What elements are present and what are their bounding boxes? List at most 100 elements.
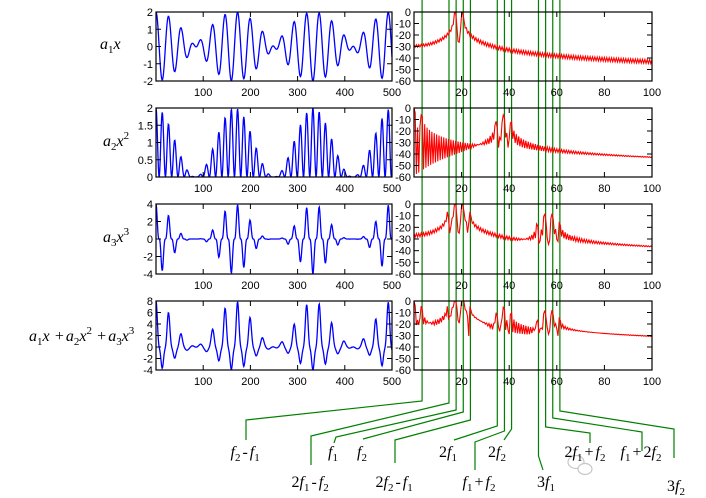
- x-tick-label: 20: [455, 376, 467, 388]
- math-subscript: 2: [387, 482, 394, 494]
- math-variable: x: [42, 328, 50, 345]
- y-tick-label: -30: [395, 42, 411, 54]
- math-variable: f: [447, 444, 452, 461]
- y-tick-label: -60: [395, 269, 411, 281]
- math-subscript: 2: [234, 452, 241, 464]
- x-tick-label: 20: [455, 87, 467, 99]
- math-subscript: 2: [361, 452, 367, 464]
- spectrum-series-line: [414, 204, 652, 248]
- y-tick-label: -60: [395, 76, 411, 88]
- math-subscript: 1: [466, 482, 473, 494]
- y-tick-label: 1: [147, 138, 153, 150]
- math-variable: a: [65, 328, 74, 345]
- math-superscript: 3: [128, 325, 135, 337]
- y-tick-label: -10: [395, 115, 411, 127]
- x-tick-label: 80: [598, 280, 610, 292]
- x-tick-label: 300: [288, 376, 306, 388]
- math-superscript: 3: [123, 226, 130, 238]
- math-variable: x: [79, 328, 87, 345]
- math-subscript: 1: [624, 452, 631, 464]
- math-variable: f: [383, 474, 388, 491]
- y-tick-label: -10: [395, 19, 411, 31]
- x-tick-label: 200: [241, 87, 259, 99]
- math-variable: f: [675, 478, 680, 495]
- time-series-line: [156, 12, 392, 81]
- x-tick-label: 60: [551, 376, 563, 388]
- y-tick-label: -1: [143, 59, 153, 71]
- frequency-marker-line: [474, 0, 506, 470]
- y-tick-label: 0: [147, 172, 153, 184]
- x-tick-label: 60: [551, 280, 563, 292]
- x-tick-label: 500: [383, 376, 401, 388]
- frequency-label: 2f1- f2: [291, 474, 329, 494]
- y-tick-label: 4: [147, 319, 153, 331]
- math-subscript: 1: [254, 452, 260, 464]
- row-label-2: a2x2: [103, 131, 132, 153]
- math-operator: +: [584, 444, 594, 461]
- time-panel-1: 2 1 0 -1 -2 100 200 300 400 500: [143, 7, 401, 99]
- x-tick-label: 100: [194, 183, 212, 195]
- math-coefficient: 2: [439, 444, 447, 461]
- row-label-1: a1x: [100, 37, 124, 56]
- plot-frame: [413, 11, 653, 82]
- math-subscript: 2: [500, 452, 506, 464]
- math-variable: a: [103, 229, 111, 246]
- frequency-label: f2- f1: [231, 444, 260, 464]
- y-tick-label: -10: [395, 308, 411, 320]
- math-variable: f: [620, 444, 625, 461]
- frequency-label: f1: [328, 445, 338, 464]
- frequency-marker-line: [552, 0, 643, 451]
- plot-frame: [155, 107, 393, 178]
- frequency-marker-lines: [245, 0, 675, 471]
- frequency-label: f2: [357, 445, 367, 464]
- y-tick-label: -20: [395, 30, 411, 42]
- y-tick-label: -50: [395, 257, 411, 269]
- math-subscript: 2: [323, 482, 329, 494]
- frequency-label: 2f2- f1: [376, 474, 413, 494]
- math-subscript: 1: [37, 336, 43, 348]
- math-coefficient: 2: [291, 474, 300, 491]
- y-tick-label: -50: [395, 354, 411, 366]
- frequency-marker-line: [545, 0, 591, 443]
- x-tick-label: 20: [455, 183, 467, 195]
- x-tick-label: 80: [598, 87, 610, 99]
- math-subscript: 1: [303, 482, 310, 494]
- math-subscript: 1: [451, 452, 457, 464]
- row-label-3: a3x3: [103, 227, 132, 249]
- x-tick-label: 300: [288, 183, 306, 195]
- x-tick-label: 80: [598, 183, 610, 195]
- math-variable: a: [108, 328, 117, 345]
- frequency-label: f1 + f2: [463, 475, 496, 494]
- watermark: [567, 454, 593, 476]
- frequency-marker-line: [453, 0, 498, 441]
- math-variable: a: [29, 328, 37, 345]
- y-tick-label: 0.5: [138, 155, 153, 167]
- math-variable: x: [116, 133, 124, 150]
- math-variable: f: [545, 474, 550, 491]
- math-variable: f: [299, 474, 304, 491]
- y-tick-label: -60: [395, 172, 411, 184]
- y-tick-label: -50: [395, 161, 411, 173]
- y-tick-label: 2: [147, 331, 153, 343]
- spectrum-series-line: [414, 108, 652, 175]
- math-variable: f: [318, 474, 324, 491]
- x-tick-label: 100: [194, 87, 212, 99]
- math-subscript: 1: [407, 482, 413, 494]
- plot-frame: [413, 107, 653, 178]
- math-operator: -: [311, 474, 317, 491]
- math-subscript: 2: [111, 141, 117, 153]
- math-variable: x: [116, 229, 124, 246]
- x-tick-label: 300: [288, 280, 306, 292]
- math-subscript: 2: [489, 482, 496, 494]
- y-tick-label: -2: [143, 252, 153, 264]
- math-subscript: 2: [73, 336, 80, 348]
- y-tick-label: -40: [395, 53, 411, 65]
- x-tick-label: 40: [503, 376, 515, 388]
- math-operator: +: [632, 444, 642, 461]
- x-tick-label: 200: [241, 376, 259, 388]
- math-subscript: 1: [549, 482, 555, 494]
- math-variable: f: [249, 444, 255, 461]
- x-tick-label: 500: [383, 280, 401, 292]
- math-subscript: 2: [599, 452, 606, 464]
- y-tick-label: -2: [143, 354, 153, 366]
